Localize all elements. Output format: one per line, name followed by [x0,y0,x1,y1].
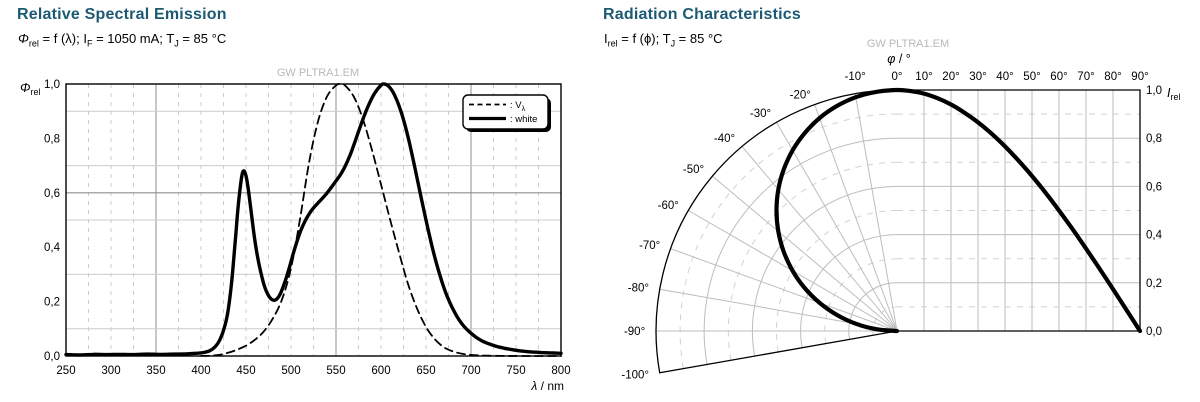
angle-label-40: 40° [996,71,1013,83]
spectral-watermark: GW PLTRA1.EM [277,67,359,79]
angle-label-70: 70° [1077,71,1094,83]
spectral-legend: : Vλ: white [462,94,551,132]
irel-tick-1,0: 1,0 [1146,85,1162,97]
spectral-x-tick-labels: 250 300 350 400 450 500 550 600 650 700 750 800 [56,365,570,377]
spectral-curve-vlambda [200,82,562,357]
angle-label--10: -10° [845,71,866,83]
radiation-chart-title: Radiation Characteristics [603,6,801,23]
angle-label--60: -60° [658,200,679,212]
angle-label-60: 60° [1050,71,1067,83]
spectral-plot-border [65,83,562,357]
angle-label--100: -100° [621,370,649,382]
angle-label-30: 30° [969,71,986,83]
angle-label-10: 10° [915,71,932,83]
x-tick-400: 400 [191,365,210,377]
irel-tick-0,4: 0,4 [1146,230,1163,242]
y-tick-0,4: 0,4 [44,242,61,254]
irel-tick-0,2: 0,2 [1146,278,1162,290]
radiation-arc-angle-labels: -20° -30° -40° -50° -60° -70° -80° -90° -100° [621,89,811,381]
radiation-radial-axis-label: Irel [1167,86,1181,102]
angle-label--20: -20° [790,89,811,101]
y-tick-0,6: 0,6 [44,188,60,200]
angle-label--50: -50° [683,164,704,176]
radiation-curve [774,87,1143,334]
radiation-grid [656,90,1140,369]
x-tick-550: 550 [326,365,345,377]
spectral-chart-title: Relative Spectral Emission [17,6,227,23]
spectral-chart-subtitle: Φrel = f (λ); IF = 1050 mA; TJ = 85 °C [18,31,227,49]
irel-tick-0,6: 0,6 [1146,181,1162,193]
radiation-characteristics-chart: GW PLTRA1.EM φ / ° -10° 0° 10° 20° 30° 40° 50° 60… [621,38,1180,382]
x-tick-450: 450 [236,365,255,377]
irel-tick-0,0: 0,0 [1146,326,1162,338]
angle-label-50: 50° [1023,71,1040,83]
y-tick-0,2: 0,2 [44,297,60,309]
y-tick-0,0: 0,0 [44,351,60,363]
angle-label--40: -40° [714,133,735,145]
angle-label--30: -30° [750,108,771,120]
angle-label--70: -70° [639,240,660,252]
angle-label-80: 80° [1104,71,1121,83]
radiation-top-axis-label: φ / ° [887,52,911,66]
x-tick-250: 250 [56,365,75,377]
spectral-grid [66,84,561,356]
x-tick-300: 300 [101,365,120,377]
x-tick-650: 650 [416,365,435,377]
angle-label-20: 20° [942,71,959,83]
legend-label-1: : white [510,114,537,125]
y-tick-1,0: 1,0 [44,79,60,91]
angle-label-90: 90° [1131,71,1148,83]
radiation-chart-subtitle: Irel = f (ϕ); TJ = 85 °C [604,31,723,49]
angle-label--90: -90° [624,326,645,338]
spectral-x-axis-label: λ / nm [530,379,564,393]
y-tick-0,8: 0,8 [44,133,60,145]
x-tick-600: 600 [371,365,390,377]
angle-label--80: -80° [628,282,649,294]
spectral-y-tick-labels: 1,0 0,8 0,6 0,4 0,2 0,0 [44,79,61,363]
x-tick-800: 800 [551,365,570,377]
spectral-emission-chart: GW PLTRA1.EM : Vλ: white 250 300 350 400 450 50… [20,67,571,393]
radiation-polar-boundary [655,89,898,374]
legend-label-0: : Vλ [510,100,526,113]
irel-tick-0,8: 0,8 [1146,133,1162,145]
spectral-y-axis-symbol: Φrel [20,81,40,97]
angle-label-0: 0° [892,71,903,83]
radiation-irel-tick-labels: 1,0 0,8 0,6 0,4 0,2 0,0 [1146,85,1163,338]
spectral-curve-white [64,82,563,357]
x-tick-750: 750 [506,365,525,377]
x-tick-700: 700 [461,365,480,377]
radiation-cartesian-border [897,89,1141,332]
radiation-watermark: GW PLTRA1.EM [867,38,949,50]
radiation-top-angle-labels: -10° 0° 10° 20° 30° 40° 50° 60° 70° 80° 90° [845,71,1149,83]
x-tick-500: 500 [281,365,300,377]
x-tick-350: 350 [146,365,165,377]
